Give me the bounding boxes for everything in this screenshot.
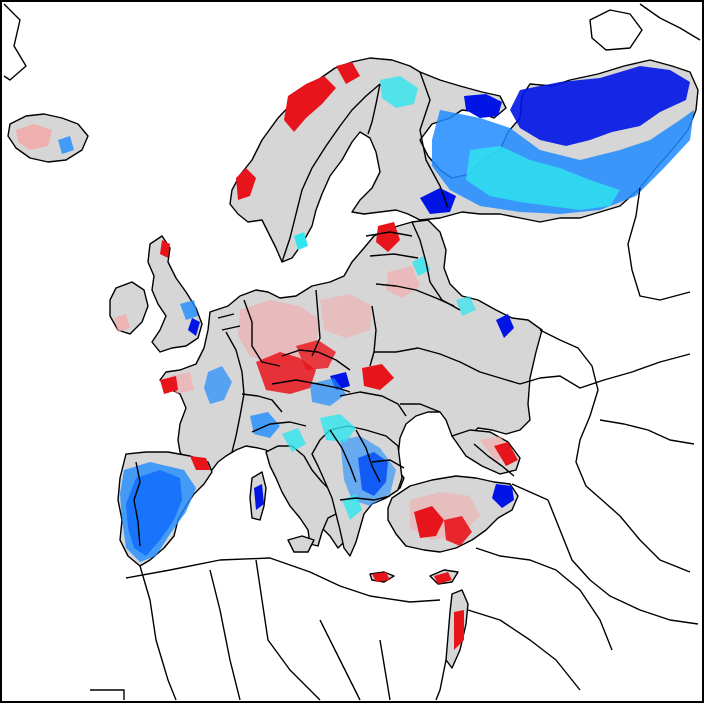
land-great-britain bbox=[147, 235, 203, 353]
patch-poland-pink bbox=[320, 294, 372, 338]
border-layer bbox=[3, 3, 701, 701]
patch-france-blue bbox=[204, 366, 232, 404]
patch-kola-dark bbox=[464, 94, 502, 118]
border-egypt bbox=[435, 659, 447, 701]
border-iran bbox=[547, 499, 699, 625]
patch-slovakia-red bbox=[362, 364, 394, 390]
border-libya bbox=[319, 619, 391, 701]
border-sahara-box bbox=[90, 689, 125, 700]
border-balkans-2 bbox=[355, 429, 381, 483]
border-poland-east bbox=[369, 305, 377, 367]
patch-central-blue bbox=[310, 378, 346, 406]
patch-alps-blue bbox=[250, 412, 280, 438]
border-norway-sweden bbox=[281, 83, 381, 263]
patch-ukraine-dark bbox=[496, 314, 514, 338]
patch-france-red bbox=[160, 376, 178, 394]
patch-russia-north-dark bbox=[510, 66, 690, 146]
patch-uk-blue bbox=[180, 300, 198, 320]
patch-lapland-red bbox=[336, 62, 360, 84]
border-russia-kaz bbox=[627, 187, 691, 301]
border-germany-poland bbox=[311, 289, 321, 357]
patch-iceland-pink bbox=[16, 124, 52, 150]
border-benelux bbox=[217, 313, 241, 331]
border-north-africa-2 bbox=[209, 569, 241, 701]
patch-alps-red bbox=[296, 340, 336, 370]
border-caspian bbox=[539, 329, 621, 517]
patch-latvia-red bbox=[376, 222, 400, 252]
border-bulgaria bbox=[371, 459, 405, 469]
border-north-africa-3 bbox=[255, 559, 321, 701]
patch-central-red bbox=[256, 352, 316, 394]
border-africa-coast bbox=[125, 557, 441, 603]
border-central-asia bbox=[599, 419, 695, 573]
border-italy-north bbox=[251, 421, 307, 433]
border-greece-north bbox=[339, 495, 391, 501]
signal-weak-negative bbox=[282, 76, 620, 520]
patch-britain-red bbox=[160, 240, 170, 258]
patch-balkans-blue bbox=[340, 436, 396, 506]
border-switzerland bbox=[241, 393, 283, 413]
patch-italy-cyan bbox=[282, 428, 306, 452]
border-balkans-1 bbox=[329, 429, 357, 483]
signal-layer bbox=[16, 62, 694, 650]
border-czech bbox=[281, 349, 351, 371]
border-baltics bbox=[365, 231, 419, 259]
border-belarus bbox=[375, 283, 455, 307]
border-svalbard-hint bbox=[639, 3, 701, 41]
border-turkey-east bbox=[511, 483, 549, 501]
border-kazakhstan bbox=[519, 353, 691, 389]
border-novaya-zemlya bbox=[589, 9, 643, 51]
land-sicily bbox=[287, 535, 315, 553]
border-hungary bbox=[339, 391, 407, 417]
patch-russia-cyan bbox=[466, 146, 620, 210]
patch-finland-cyan bbox=[380, 76, 418, 108]
patch-turkey-red bbox=[414, 506, 444, 538]
border-finland-russia bbox=[419, 71, 449, 209]
border-ukraine bbox=[374, 347, 521, 385]
patch-sweden-cyan bbox=[294, 232, 308, 250]
patch-greece-cyan bbox=[342, 494, 362, 520]
border-sweden-finland bbox=[367, 83, 381, 135]
patch-baltics-pink bbox=[386, 266, 420, 298]
patch-crete-red bbox=[372, 572, 390, 582]
patch-karelia-dark bbox=[420, 188, 456, 214]
patch-levant-red bbox=[454, 610, 464, 650]
border-greenland bbox=[3, 3, 27, 81]
patch-norway-red bbox=[284, 76, 336, 132]
patch-britain-dark bbox=[188, 318, 200, 336]
patch-norway-west-red bbox=[236, 168, 256, 200]
patch-cyprus-red bbox=[434, 572, 452, 584]
patch-balkans-cyan bbox=[320, 414, 356, 442]
patch-caucasus-red bbox=[494, 442, 518, 466]
patch-turkey-east-dark bbox=[492, 484, 514, 508]
border-iraq-syria bbox=[475, 547, 613, 651]
border-north-africa-1 bbox=[139, 565, 177, 701]
land-italy bbox=[265, 445, 343, 547]
patch-italy-dark bbox=[254, 484, 264, 510]
border-germany bbox=[243, 299, 281, 367]
patch-russia-west-cyan bbox=[456, 296, 476, 316]
border-romania bbox=[400, 403, 441, 413]
border-jordan-saudi bbox=[467, 609, 581, 691]
border-caucasus bbox=[473, 443, 515, 477]
patch-ireland-pink bbox=[114, 314, 130, 332]
signal-strong-positive bbox=[160, 62, 518, 650]
patch-turkey-central-red bbox=[444, 516, 472, 546]
patch-iceland-blue bbox=[58, 136, 74, 154]
border-spain-portugal bbox=[133, 461, 141, 547]
border-austria bbox=[271, 379, 351, 393]
patch-spain-north-red bbox=[190, 456, 210, 470]
